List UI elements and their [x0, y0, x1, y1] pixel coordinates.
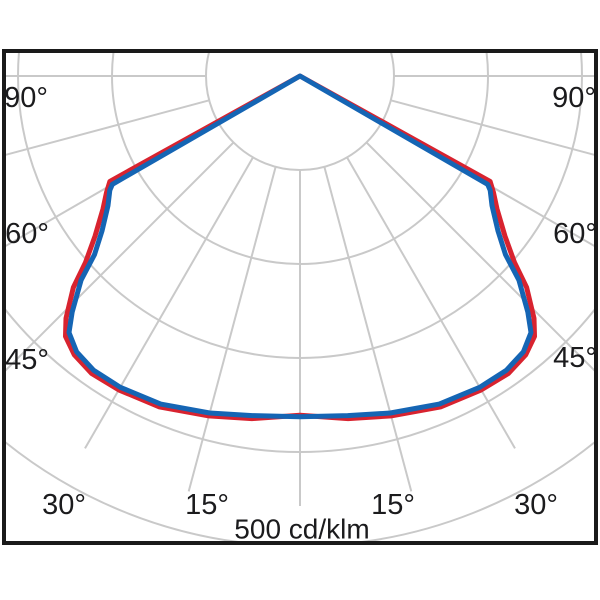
grid-radial-15r	[323, 166, 413, 492]
angle-label-right-45: 45°	[553, 342, 597, 374]
angle-label-right-90: 90°	[552, 82, 596, 114]
curve_blue	[66, 73, 534, 420]
angle-label-left-45: 45°	[5, 344, 49, 376]
angle-label-left-15: 15°	[185, 489, 229, 521]
grid-radial-75r	[390, 99, 594, 156]
angle-label-right-60: 60°	[553, 218, 597, 250]
grid-radial-45l	[6, 141, 235, 372]
grid-radial-30r	[346, 156, 516, 449]
angle-label-right-15: 15°	[371, 489, 415, 521]
grid-radial-15l	[187, 166, 277, 492]
angle-label-left-60: 60°	[5, 218, 49, 250]
angle-label-left-90: 90°	[4, 82, 48, 114]
scale-caption: 500 cd/klm	[234, 514, 369, 545]
angle-label-right-30: 30°	[514, 489, 558, 521]
angle-label-left-30: 30°	[42, 489, 86, 521]
grid-radial-45r	[365, 141, 594, 372]
grid-radial-75l	[6, 99, 210, 156]
grid-radial-30l	[84, 156, 254, 449]
plot-frame	[2, 49, 598, 545]
